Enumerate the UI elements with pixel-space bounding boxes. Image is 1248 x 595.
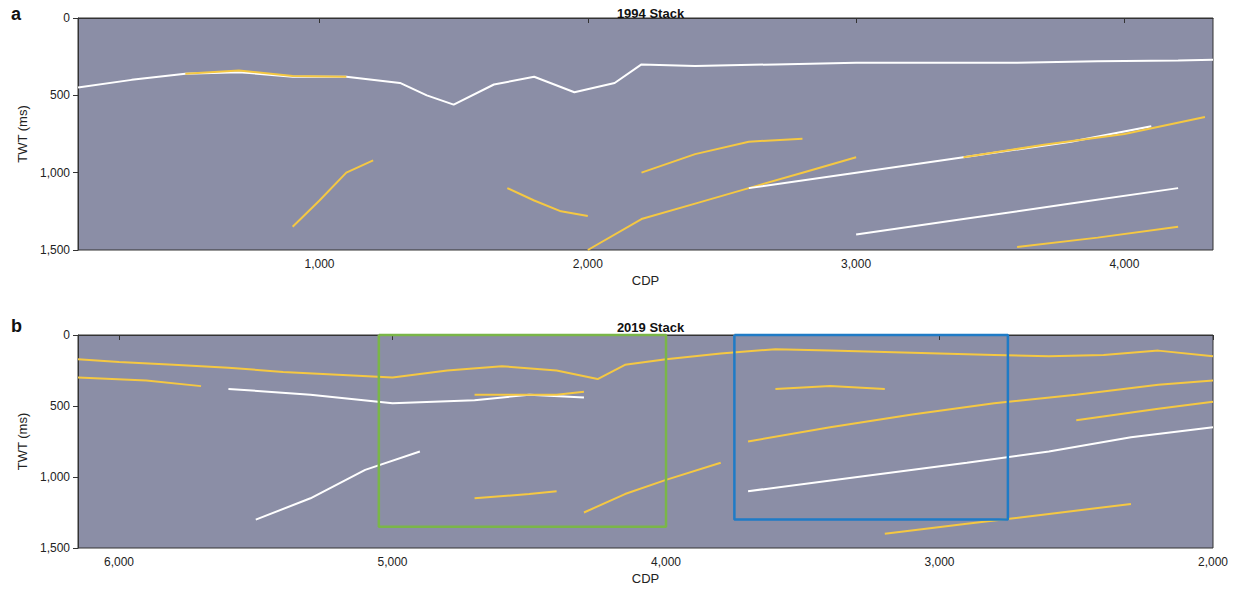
- svg-text:500: 500: [50, 399, 70, 413]
- svg-text:0: 0: [63, 11, 70, 25]
- svg-text:1,000: 1,000: [40, 470, 70, 484]
- svg-text:1,500: 1,500: [40, 243, 70, 257]
- svg-text:1994 Stack: 1994 Stack: [617, 6, 685, 21]
- svg-text:0: 0: [63, 328, 70, 342]
- svg-text:2019 Stack: 2019 Stack: [617, 320, 685, 335]
- svg-text:3,000: 3,000: [924, 555, 954, 569]
- svg-text:a: a: [11, 4, 22, 24]
- svg-text:TWT (ms): TWT (ms): [15, 105, 30, 163]
- svg-text:1,000: 1,000: [304, 257, 334, 271]
- svg-text:TWT (ms): TWT (ms): [15, 413, 30, 471]
- svg-text:b: b: [11, 316, 22, 336]
- svg-text:6,000: 6,000: [104, 555, 134, 569]
- svg-text:5,000: 5,000: [378, 555, 408, 569]
- svg-text:3,000: 3,000: [841, 257, 871, 271]
- svg-text:2,000: 2,000: [1198, 555, 1228, 569]
- svg-text:4,000: 4,000: [651, 555, 681, 569]
- svg-text:1,000: 1,000: [40, 166, 70, 180]
- svg-text:2,000: 2,000: [573, 257, 603, 271]
- svg-text:4,000: 4,000: [1109, 257, 1139, 271]
- svg-text:500: 500: [50, 88, 70, 102]
- svg-text:CDP: CDP: [632, 571, 659, 586]
- svg-text:CDP: CDP: [632, 273, 659, 288]
- svg-text:1,500: 1,500: [40, 541, 70, 555]
